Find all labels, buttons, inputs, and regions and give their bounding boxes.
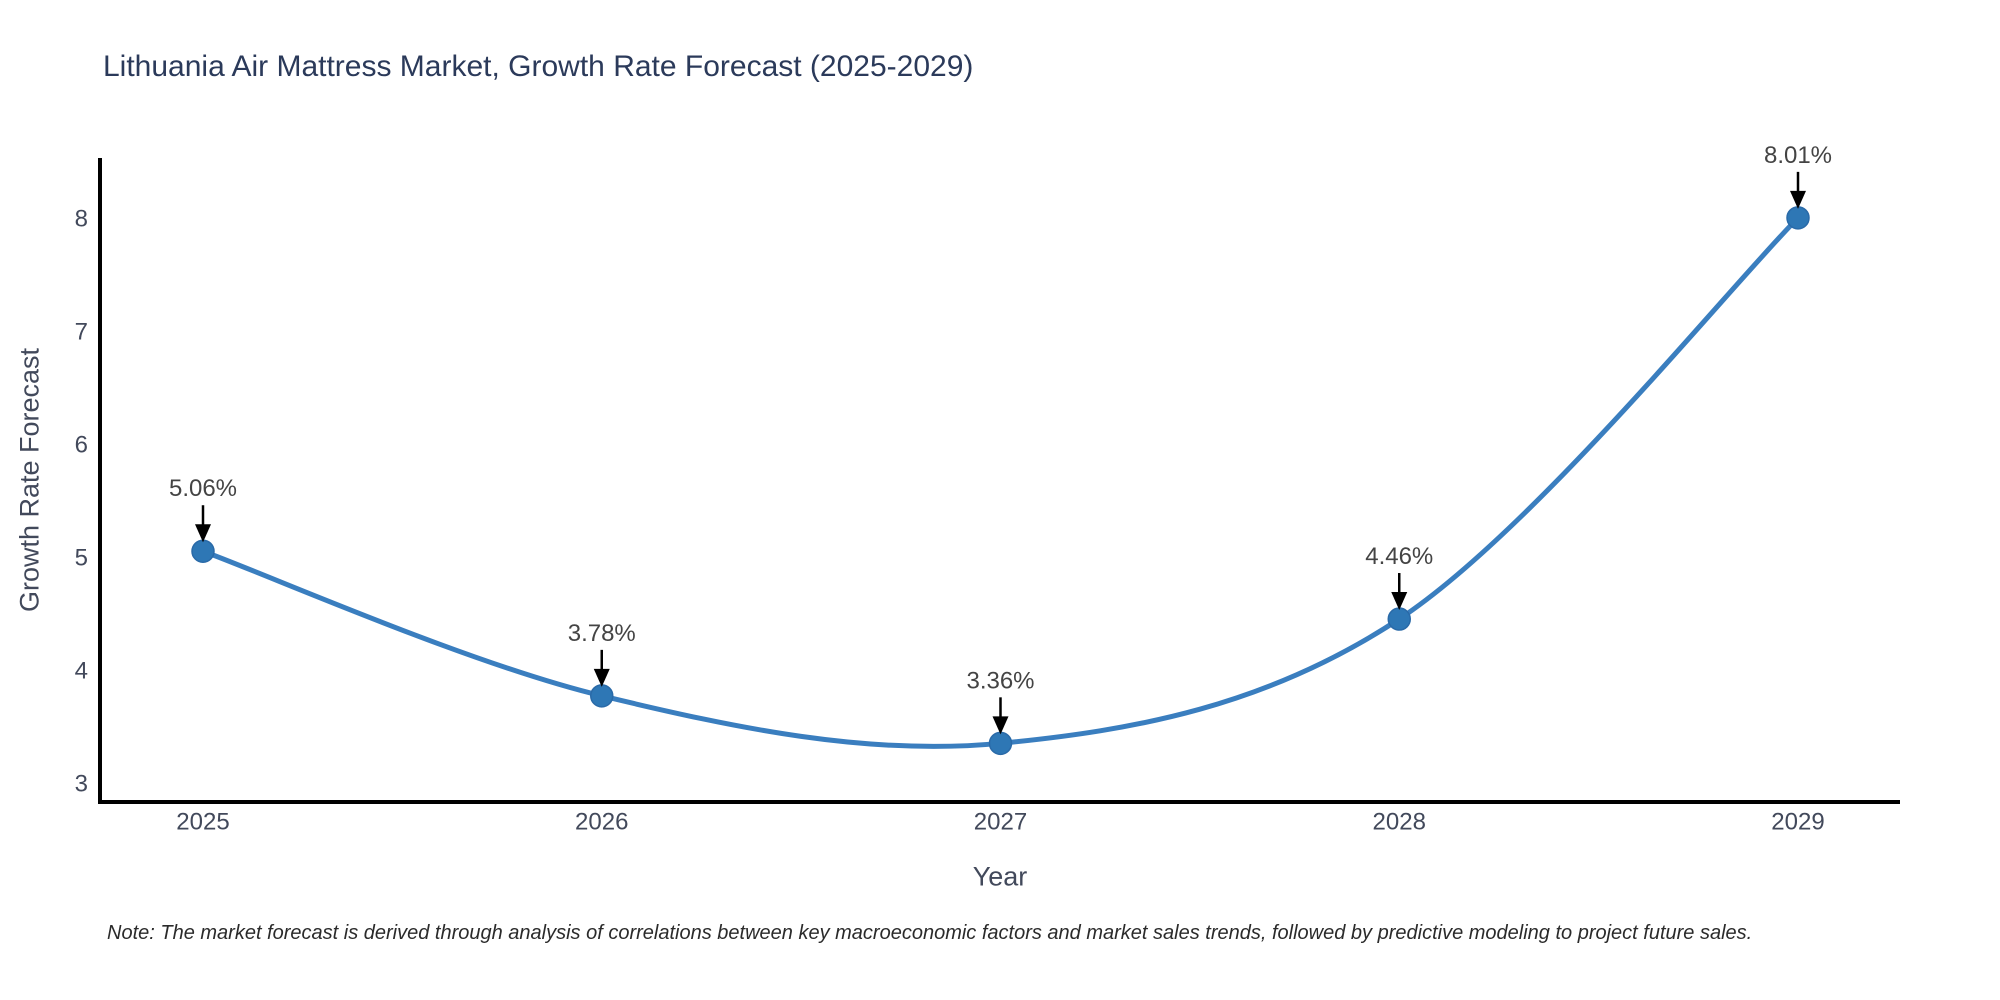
chart-title: Lithuania Air Mattress Market, Growth Ra… <box>103 50 974 83</box>
y-tick-label: 8 <box>75 206 88 233</box>
y-axis-title: Growth Rate Forecast <box>14 347 45 613</box>
footnote: Note: The market forecast is derived thr… <box>107 922 1753 944</box>
x-tick-label: 2029 <box>1771 809 1824 836</box>
data-point-marker <box>988 731 1013 756</box>
point-annotation: 4.46% <box>1365 543 1433 611</box>
annotation-arrow-head <box>593 668 610 687</box>
x-tick-label: 2028 <box>1373 809 1426 836</box>
y-tick-label: 7 <box>75 319 88 346</box>
point-value-label: 3.36% <box>966 667 1034 694</box>
point-annotation: 3.36% <box>966 667 1035 735</box>
x-tick-label: 2025 <box>176 809 229 836</box>
data-point-marker <box>1387 607 1411 631</box>
point-annotation: 3.78% <box>568 620 636 687</box>
y-tick-label: 6 <box>75 432 88 459</box>
annotation-arrow-head <box>1391 592 1408 611</box>
y-tick-label: 5 <box>75 545 88 572</box>
point-value-label: 4.46% <box>1365 543 1433 570</box>
x-axis-title: Year <box>972 861 1028 892</box>
x-tick-label: 2026 <box>575 809 628 836</box>
point-value-label: 5.06% <box>169 475 237 502</box>
annotation-arrow-head <box>195 524 211 543</box>
point-annotation: 5.06% <box>169 475 237 543</box>
x-tick-label: 2027 <box>974 809 1027 836</box>
data-point-marker <box>590 684 614 708</box>
y-tick-label: 4 <box>75 658 88 685</box>
annotation-arrow-head <box>992 716 1009 735</box>
point-annotation: 8.01% <box>1764 142 1832 209</box>
annotation-arrow-head <box>1790 190 1806 209</box>
point-value-label: 8.01% <box>1764 142 1832 169</box>
data-point-marker <box>1786 206 1810 230</box>
y-tick-label: 3 <box>75 771 88 798</box>
point-value-label: 3.78% <box>568 620 636 647</box>
data-point-marker <box>191 539 215 563</box>
